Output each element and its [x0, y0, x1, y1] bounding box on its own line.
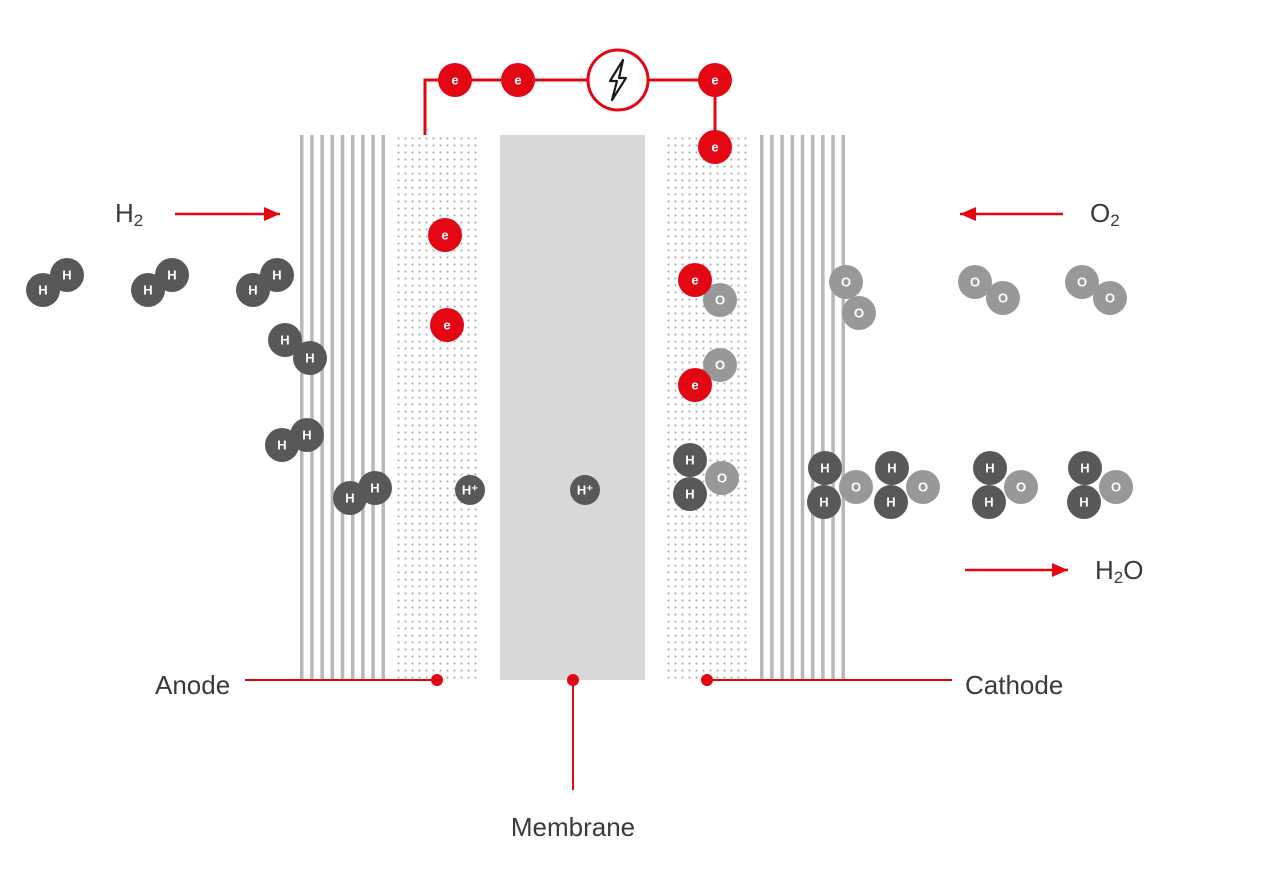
cathode-label: Cathode [965, 670, 1063, 700]
oxygen-atom: O [705, 461, 739, 495]
svg-text:H: H [685, 453, 694, 468]
oxygen-atom: O [1004, 470, 1038, 504]
hydrogen-atom: H [874, 485, 908, 519]
svg-text:H: H [277, 438, 286, 453]
hydrogen-atom: H [875, 451, 909, 485]
svg-text:O: O [717, 471, 727, 486]
svg-text:O: O [715, 293, 725, 308]
o2-input-arrow [960, 207, 1063, 221]
svg-text:H: H [305, 351, 314, 366]
anode-label: Anode [155, 670, 230, 700]
svg-text:O: O [1077, 275, 1087, 290]
oxygen-atom: O [906, 470, 940, 504]
svg-text:H: H [1079, 495, 1088, 510]
oxygen-atom: O [986, 281, 1020, 315]
svg-text:O: O [970, 275, 980, 290]
svg-text:H: H [302, 428, 311, 443]
electron: e [678, 263, 712, 297]
svg-text:H: H [887, 461, 896, 476]
electron-wire: e [698, 63, 732, 97]
svg-text:H: H [62, 268, 71, 283]
hydrogen-atom: H [293, 341, 327, 375]
hydrogen-atom: H [808, 451, 842, 485]
oxygen-atom: O [842, 296, 876, 330]
hydrogen-atom: H [290, 418, 324, 452]
membrane-block [500, 135, 645, 680]
svg-text:H: H [248, 283, 257, 298]
hydrogen-atom: H [807, 485, 841, 519]
svg-text:O: O [715, 358, 725, 373]
svg-text:e: e [691, 378, 698, 393]
hydrogen-atom: H [1068, 451, 1102, 485]
svg-text:H: H [1080, 461, 1089, 476]
svg-text:e: e [691, 273, 698, 288]
svg-text:H: H [143, 283, 152, 298]
electron-wire: e [438, 63, 472, 97]
svg-text:O: O [1016, 480, 1026, 495]
diffusion-layer-left [300, 135, 385, 680]
diffusion-layer-right [760, 135, 845, 680]
membrane-label: Membrane [511, 812, 635, 842]
svg-text:H: H [280, 333, 289, 348]
catalyst-layer-right [667, 137, 746, 678]
electron: e [430, 308, 464, 342]
oxygen-atom: O [1099, 470, 1133, 504]
h2-label: H2 [115, 200, 143, 226]
load-symbol-circle [588, 50, 648, 110]
h2o-label: H2O [1095, 557, 1143, 583]
electron: e [678, 368, 712, 402]
svg-text:e: e [443, 318, 450, 333]
svg-text:O: O [851, 480, 861, 495]
svg-text:H⁺: H⁺ [462, 483, 478, 498]
svg-text:e: e [711, 140, 718, 155]
hydrogen-atom: H [358, 471, 392, 505]
electron: e [428, 218, 462, 252]
svg-text:O: O [841, 275, 851, 290]
svg-text:H: H [38, 283, 47, 298]
hydrogen-atom: H [1067, 485, 1101, 519]
oxygen-atom: O [829, 265, 863, 299]
proton: H⁺ [455, 475, 485, 505]
svg-text:O: O [1111, 480, 1121, 495]
svg-text:H: H [167, 268, 176, 283]
svg-text:e: e [514, 73, 521, 88]
svg-text:O: O [1105, 291, 1115, 306]
electron-wire: e [501, 63, 535, 97]
svg-text:H: H [886, 495, 895, 510]
svg-text:H: H [984, 495, 993, 510]
svg-text:H: H [820, 461, 829, 476]
svg-text:e: e [711, 73, 718, 88]
oxygen-atom: O [839, 470, 873, 504]
proton: H⁺ [570, 475, 600, 505]
svg-text:H: H [370, 481, 379, 496]
hydrogen-atom: H [973, 451, 1007, 485]
h2o-output-arrow [965, 563, 1068, 577]
hydrogen-atom: H [673, 443, 707, 477]
fuel-cell-diagram: OOOOOOOOOOOOOHHHHHHHHHHHHHHHHHHHHHHH⁺H⁺e… [0, 0, 1280, 870]
catalyst-layer-left [397, 137, 476, 678]
diagram-svg: OOOOOOOOOOOOOHHHHHHHHHHHHHHHHHHHHHHH⁺H⁺e… [0, 0, 1280, 870]
svg-text:H: H [985, 461, 994, 476]
svg-text:H⁺: H⁺ [577, 483, 593, 498]
oxygen-atom: O [1093, 281, 1127, 315]
svg-text:O: O [918, 480, 928, 495]
hydrogen-atom: H [673, 477, 707, 511]
svg-text:O: O [854, 306, 864, 321]
svg-text:H: H [819, 495, 828, 510]
svg-text:H: H [685, 487, 694, 502]
svg-text:e: e [451, 73, 458, 88]
h2-input-arrow [175, 207, 280, 221]
hydrogen-atom: H [155, 258, 189, 292]
hydrogen-atom: H [260, 258, 294, 292]
o2-label: O2 [1090, 200, 1120, 226]
hydrogen-atom: H [50, 258, 84, 292]
svg-text:H: H [345, 491, 354, 506]
electron-wire: e [698, 130, 732, 164]
svg-text:e: e [441, 228, 448, 243]
svg-text:O: O [998, 291, 1008, 306]
svg-text:H: H [272, 268, 281, 283]
hydrogen-atom: H [972, 485, 1006, 519]
